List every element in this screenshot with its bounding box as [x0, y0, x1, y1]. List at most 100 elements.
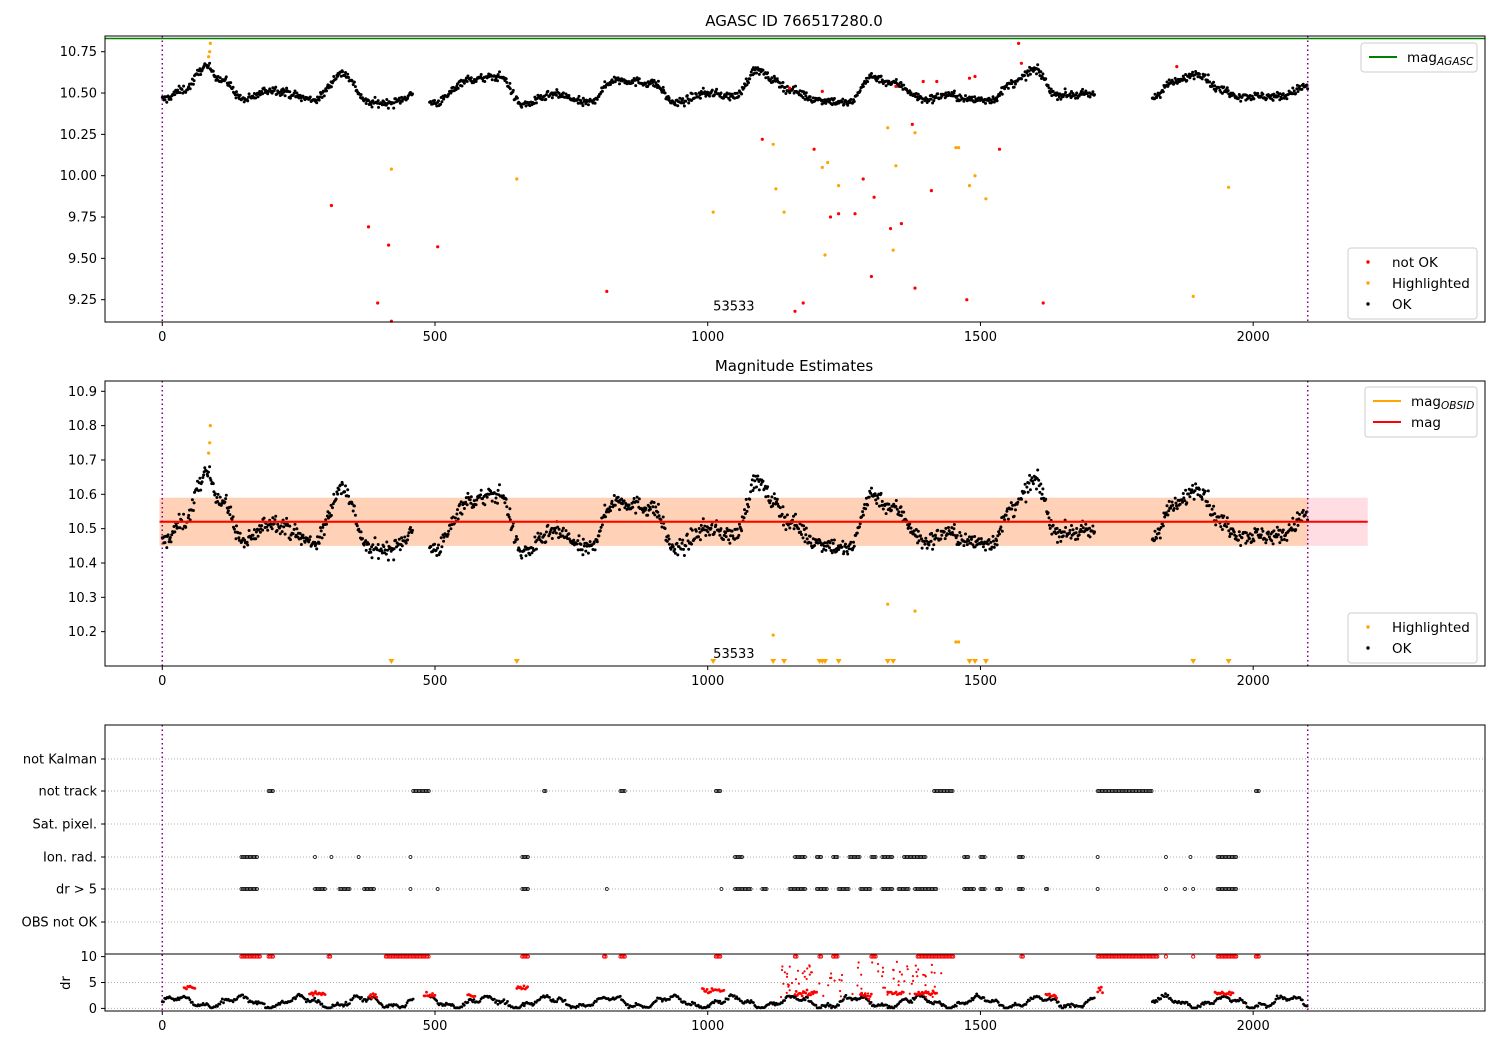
ok-point	[1275, 525, 1279, 529]
ok-point	[884, 512, 888, 516]
ok-point	[831, 541, 835, 545]
dr-capped-point	[818, 954, 824, 959]
ok-point	[1200, 495, 1204, 499]
flag-category-label: Ion. rad.	[43, 851, 97, 866]
ok-point	[1056, 540, 1059, 544]
ok-point	[582, 544, 586, 548]
ok-point	[553, 529, 557, 533]
ok-point	[581, 553, 585, 557]
ok-point	[1192, 497, 1196, 501]
dr-ok-point	[707, 1005, 711, 1009]
ok-point	[1167, 509, 1171, 513]
ok-point	[656, 79, 660, 83]
ok-point	[1050, 532, 1054, 536]
flag-point	[1234, 887, 1239, 891]
ok-point	[730, 529, 734, 533]
ok-point	[339, 74, 343, 78]
dr-ok-point	[220, 997, 224, 1001]
ok-point	[973, 545, 977, 549]
ok-point	[1039, 482, 1043, 486]
flag-point	[846, 887, 851, 891]
dr-bad-point	[923, 991, 926, 994]
ok-point	[1181, 492, 1185, 495]
ok-point	[490, 499, 494, 503]
ok-point	[995, 539, 999, 543]
flag-point	[426, 789, 431, 793]
ok-point	[684, 544, 688, 548]
ok-point	[858, 522, 862, 526]
ok-point	[331, 506, 334, 510]
ok-point	[498, 70, 501, 74]
not-ok-point	[820, 89, 824, 93]
dr-capped-point	[949, 954, 954, 959]
ok-point	[832, 97, 836, 100]
ok-point	[873, 74, 877, 78]
ok-point	[780, 512, 784, 516]
ok-point	[673, 547, 677, 551]
ok-point	[676, 104, 680, 108]
ok-point	[173, 530, 177, 534]
ok-point	[496, 501, 499, 505]
flag-point	[321, 887, 326, 891]
highlighted-point	[820, 165, 824, 169]
ok-point	[773, 497, 777, 500]
highlighted-point	[1191, 294, 1195, 298]
highlighted-point	[208, 50, 212, 54]
ok-point	[1244, 531, 1248, 535]
dr-ok-point	[255, 1002, 259, 1006]
dr-bad-point	[868, 995, 872, 998]
dr-bad-point	[856, 984, 859, 987]
dr-ok-point	[1067, 1003, 1071, 1007]
not-ok-point	[366, 225, 371, 229]
ok-point	[344, 484, 347, 488]
x-tick-label: 500	[423, 330, 448, 345]
dr-capped-point	[1019, 954, 1024, 959]
ok-point	[182, 512, 186, 516]
ok-point	[676, 553, 680, 557]
ok-point	[577, 534, 581, 538]
flag-point	[997, 887, 1002, 891]
ok-point	[604, 515, 607, 519]
ok-point	[828, 541, 832, 545]
dr-ok-point	[216, 1004, 219, 1008]
dr-ok-point	[162, 1000, 165, 1004]
dr-ok-point	[971, 998, 975, 1002]
dr-ok-point	[348, 1002, 351, 1005]
dr-bad-point	[886, 993, 889, 996]
ok-point	[644, 81, 648, 85]
flag-point	[346, 887, 350, 891]
dr-capped-point	[1191, 954, 1196, 959]
ok-point	[800, 533, 803, 536]
dr-bad-point	[805, 977, 808, 981]
ok-point	[1093, 530, 1096, 534]
ok-point	[682, 547, 685, 551]
ok-point	[282, 525, 286, 529]
ok-point	[1026, 74, 1030, 77]
flag-point	[934, 887, 939, 891]
ok-point	[925, 539, 929, 543]
ok-point	[897, 510, 901, 514]
ok-point	[803, 540, 807, 544]
ok-point	[603, 503, 607, 507]
dr-bad-point	[311, 994, 315, 997]
dr-ok-point	[693, 1001, 697, 1005]
dr-ok-point	[1278, 996, 1281, 1000]
ok-point	[981, 545, 985, 549]
ok-point	[288, 90, 292, 94]
ok-point	[1279, 535, 1283, 539]
ok-point	[747, 505, 750, 509]
dr-capped-point	[328, 954, 333, 959]
dr-bad-point	[863, 992, 867, 996]
dr-bad-point	[881, 975, 884, 978]
ok-point	[283, 94, 287, 98]
y-tick-label: 10.9	[68, 385, 97, 400]
dr-bad-point	[781, 965, 784, 968]
ok-point	[1282, 538, 1286, 541]
ok-point	[1281, 528, 1285, 532]
ok-point	[1227, 529, 1231, 533]
ok-point	[808, 95, 812, 99]
ok-point	[433, 99, 437, 102]
dr-bad-point	[801, 972, 804, 975]
ok-point	[508, 518, 512, 522]
